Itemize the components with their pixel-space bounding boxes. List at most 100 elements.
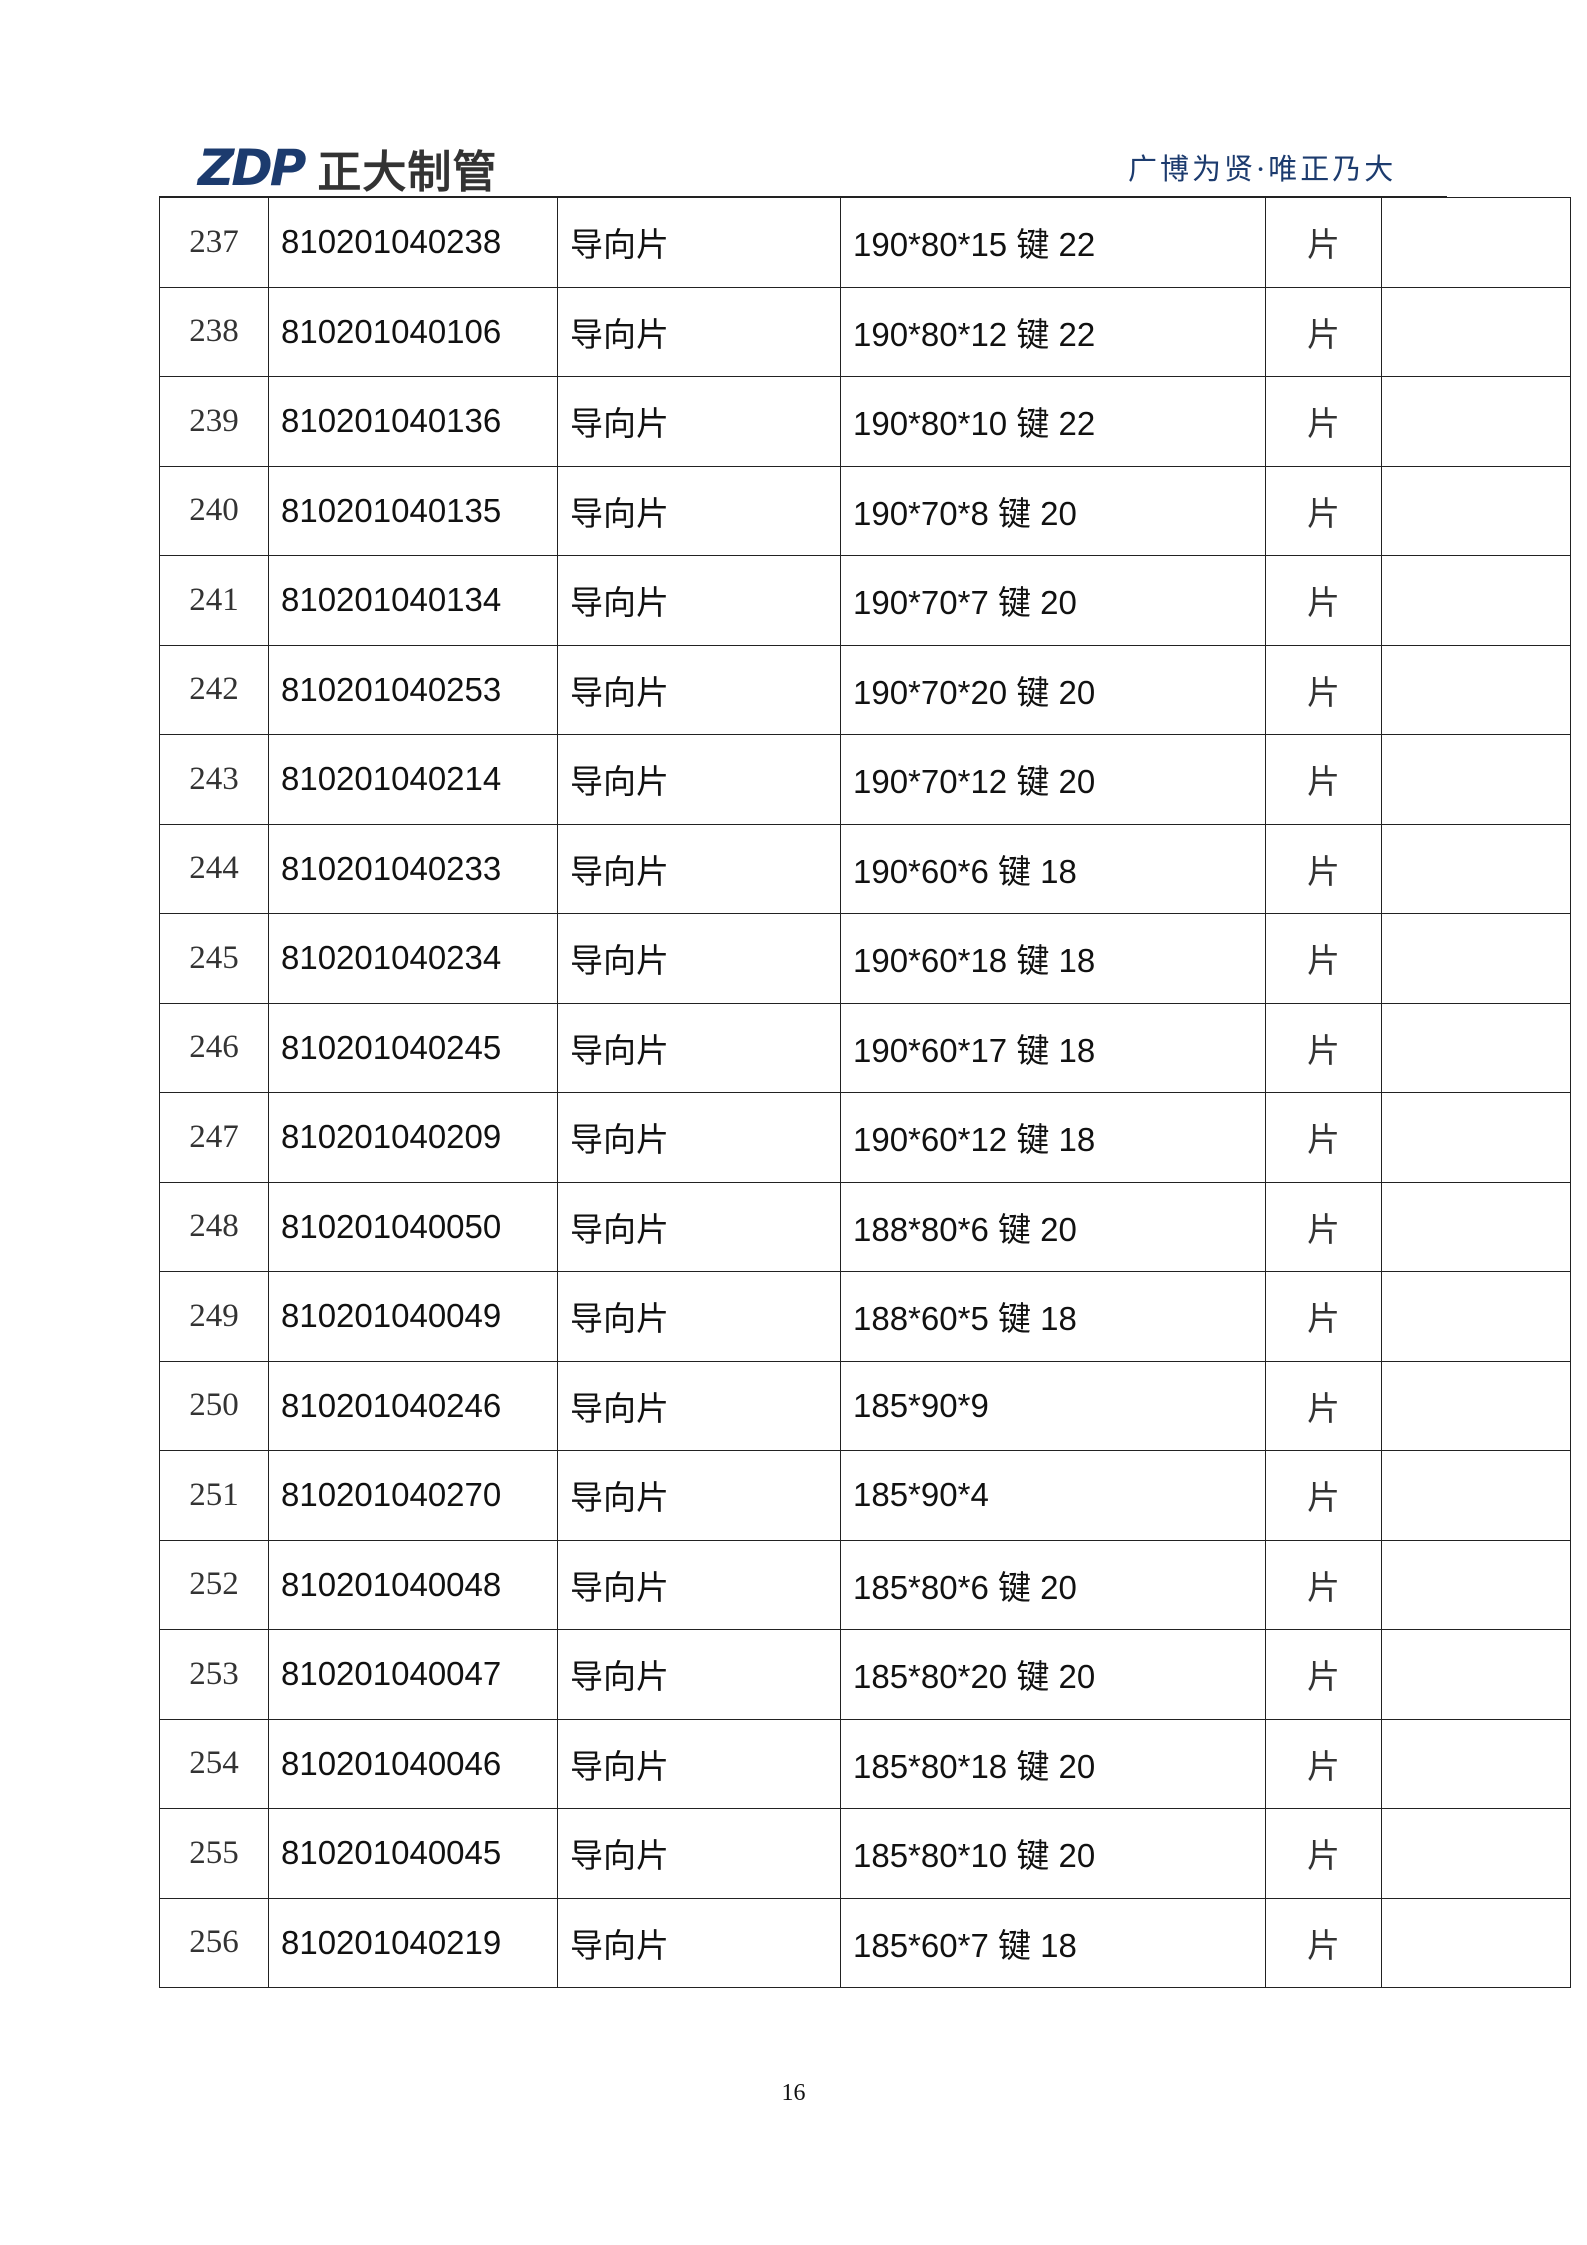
row-number: 238	[159, 286, 269, 377]
item-unit: 片	[1265, 1360, 1382, 1451]
item-unit: 片	[1265, 1092, 1382, 1183]
item-unit: 片	[1265, 1629, 1382, 1720]
item-code: 810201040134	[268, 555, 558, 646]
item-name: 导向片	[557, 1718, 841, 1809]
item-name: 导向片	[557, 644, 841, 735]
item-code: 810201040246	[268, 1360, 558, 1451]
item-unit: 片	[1265, 1181, 1382, 1272]
item-code: 810201040045	[268, 1808, 558, 1899]
item-code: 810201040238	[268, 197, 558, 288]
row-number: 243	[159, 734, 269, 825]
table-row: 245 810201040234 导向片 190*60*18 键 18 片	[159, 913, 1571, 1004]
item-spec: 190*70*20 键 20	[840, 644, 1266, 735]
item-note	[1381, 376, 1571, 467]
item-spec: 185*90*9	[840, 1360, 1266, 1451]
table-row: 244 810201040233 导向片 190*60*6 键 18 片	[159, 823, 1571, 914]
item-note	[1381, 734, 1571, 825]
item-unit: 片	[1265, 1271, 1382, 1362]
item-unit: 片	[1265, 644, 1382, 735]
item-spec: 185*80*18 键 20	[840, 1718, 1266, 1809]
item-spec: 185*80*20 键 20	[840, 1629, 1266, 1720]
table-row: 256 810201040219 导向片 185*60*7 键 18 片	[159, 1897, 1571, 1988]
item-name: 导向片	[557, 376, 841, 467]
item-name: 导向片	[557, 197, 841, 288]
logo-name: 正大制管	[317, 147, 498, 198]
header-divider	[159, 196, 1447, 198]
row-number: 254	[159, 1718, 269, 1809]
item-name: 导向片	[557, 1450, 841, 1541]
row-number: 241	[159, 555, 269, 646]
item-note	[1381, 1629, 1571, 1720]
item-spec: 188*80*6 键 20	[840, 1181, 1266, 1272]
item-unit: 片	[1265, 913, 1382, 1004]
item-unit: 片	[1265, 376, 1382, 467]
item-name: 导向片	[557, 1271, 841, 1362]
item-spec: 190*60*17 键 18	[840, 1002, 1266, 1093]
table-row: 252 810201040048 导向片 185*80*6 键 20 片	[159, 1539, 1571, 1630]
slogan: 广博为贤·唯正乃大	[1128, 152, 1397, 186]
item-name: 导向片	[557, 1629, 841, 1720]
item-note	[1381, 1360, 1571, 1451]
item-name: 导向片	[557, 1181, 841, 1272]
item-spec: 190*70*7 键 20	[840, 555, 1266, 646]
item-spec: 190*70*12 键 20	[840, 734, 1266, 825]
item-unit: 片	[1265, 1808, 1382, 1899]
row-number: 256	[159, 1897, 269, 1988]
table-row: 239 810201040136 导向片 190*80*10 键 22 片	[159, 376, 1571, 467]
item-note	[1381, 1897, 1571, 1988]
item-unit: 片	[1265, 1718, 1382, 1809]
row-number: 252	[159, 1539, 269, 1630]
item-name: 导向片	[557, 823, 841, 914]
table-row: 243 810201040214 导向片 190*70*12 键 20 片	[159, 734, 1571, 825]
item-spec: 190*80*10 键 22	[840, 376, 1266, 467]
row-number: 240	[159, 465, 269, 556]
item-code: 810201040047	[268, 1629, 558, 1720]
item-unit: 片	[1265, 1539, 1382, 1630]
page-number: 16	[781, 2080, 806, 2106]
item-note	[1381, 1181, 1571, 1272]
row-number: 255	[159, 1808, 269, 1899]
item-spec: 185*60*7 键 18	[840, 1897, 1266, 1988]
item-unit: 片	[1265, 823, 1382, 914]
item-code: 810201040050	[268, 1181, 558, 1272]
item-spec: 190*60*12 键 18	[840, 1092, 1266, 1183]
item-name: 导向片	[557, 1897, 841, 1988]
item-unit: 片	[1265, 1002, 1382, 1093]
table-row: 248 810201040050 导向片 188*80*6 键 20 片	[159, 1181, 1571, 1272]
item-code: 810201040233	[268, 823, 558, 914]
item-note	[1381, 1808, 1571, 1899]
item-name: 导向片	[557, 286, 841, 377]
row-number: 244	[159, 823, 269, 914]
item-name: 导向片	[557, 1360, 841, 1451]
parts-table: 237 810201040238 导向片 190*80*15 键 22 片 238 8102…	[159, 197, 1571, 1988]
row-number: 237	[159, 197, 269, 288]
row-number: 245	[159, 913, 269, 1004]
table-row: 238 810201040106 导向片 190*80*12 键 22 片	[159, 286, 1571, 377]
item-note	[1381, 286, 1571, 377]
item-spec: 185*90*4	[840, 1450, 1266, 1541]
item-name: 导向片	[557, 1002, 841, 1093]
item-name: 导向片	[557, 465, 841, 556]
table-row: 251 810201040270 导向片 185*90*4 片	[159, 1450, 1571, 1541]
row-number: 239	[159, 376, 269, 467]
item-unit: 片	[1265, 734, 1382, 825]
table-row: 250 810201040246 导向片 185*90*9 片	[159, 1360, 1571, 1451]
item-spec: 190*60*18 键 18	[840, 913, 1266, 1004]
item-name: 导向片	[557, 913, 841, 1004]
item-code: 810201040046	[268, 1718, 558, 1809]
logo-mark: ZDP	[198, 139, 306, 197]
item-unit: 片	[1265, 555, 1382, 646]
row-number: 249	[159, 1271, 269, 1362]
row-number: 247	[159, 1092, 269, 1183]
item-code: 810201040136	[268, 376, 558, 467]
item-spec: 185*80*6 键 20	[840, 1539, 1266, 1630]
row-number: 253	[159, 1629, 269, 1720]
item-code: 810201040270	[268, 1450, 558, 1541]
item-name: 导向片	[557, 555, 841, 646]
item-unit: 片	[1265, 1897, 1382, 1988]
item-note	[1381, 465, 1571, 556]
table-row: 254 810201040046 导向片 185*80*18 键 20 片	[159, 1718, 1571, 1809]
company-logo: ZDP 正大制管	[198, 136, 497, 200]
row-number: 248	[159, 1181, 269, 1272]
table-row: 255 810201040045 导向片 185*80*10 键 20 片	[159, 1808, 1571, 1899]
